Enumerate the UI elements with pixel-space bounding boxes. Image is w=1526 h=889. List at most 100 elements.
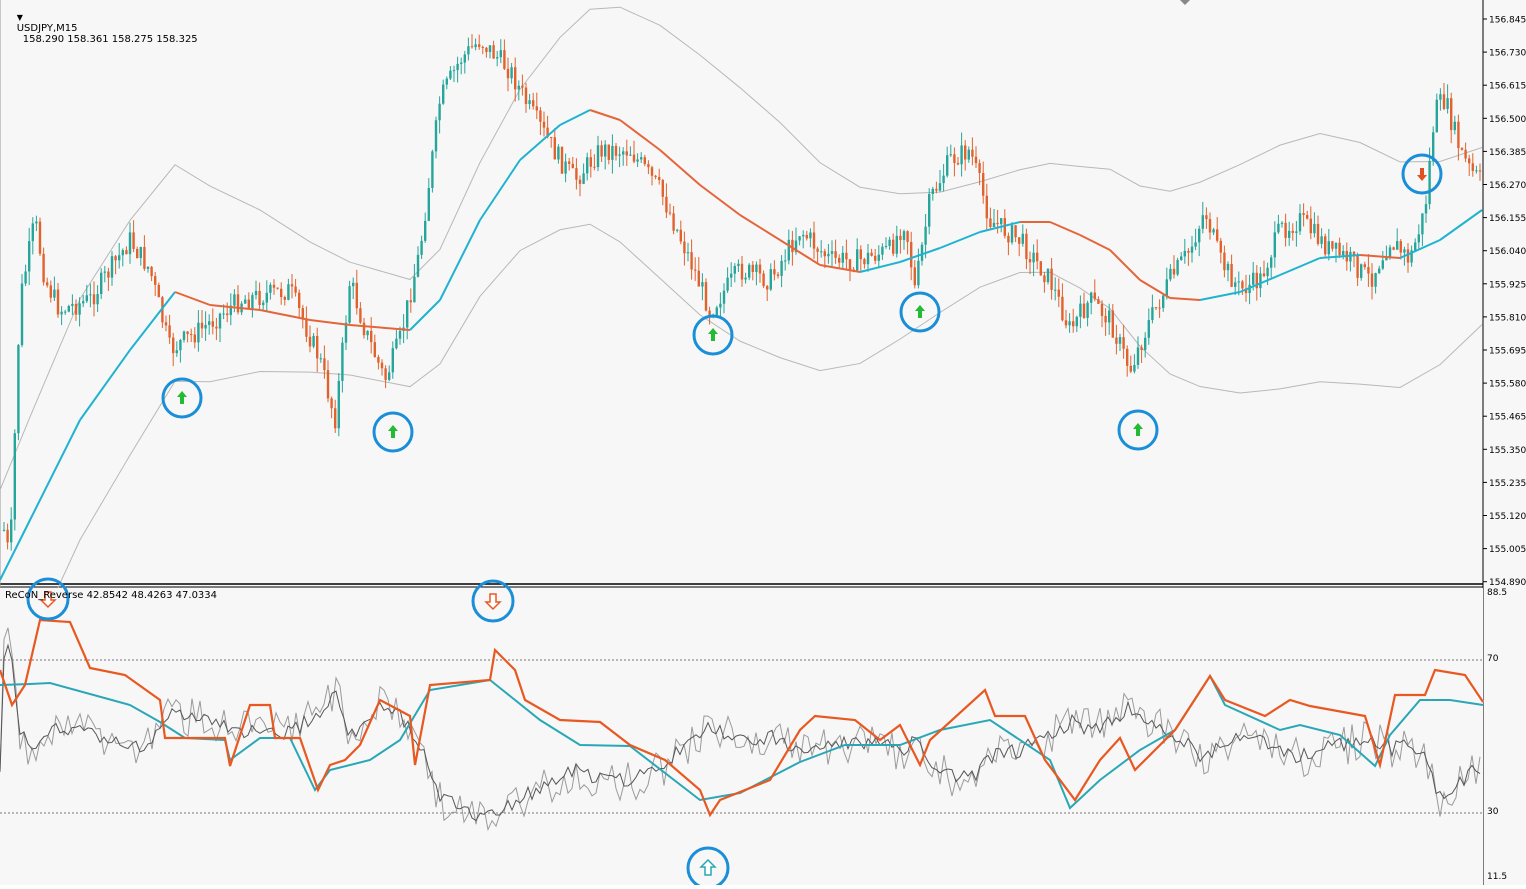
level-tick-label: 30 xyxy=(1487,807,1499,817)
candle-body xyxy=(229,305,232,316)
candle-body xyxy=(514,67,517,90)
candle-body xyxy=(1270,257,1273,268)
candle-body xyxy=(478,44,481,47)
moving-average-line xyxy=(0,109,1483,581)
candle-body xyxy=(1327,241,1330,255)
candle-body xyxy=(726,277,729,291)
candle-body xyxy=(1068,321,1071,326)
candle-body xyxy=(1334,242,1338,249)
candle-body xyxy=(388,372,391,380)
price-tick-label: 155.810 xyxy=(1489,313,1526,323)
candle-body xyxy=(254,290,258,296)
candle-body xyxy=(766,286,769,290)
candle-body xyxy=(1007,235,1010,243)
candle-body xyxy=(1399,241,1402,253)
candle-body xyxy=(460,62,463,64)
candle-body xyxy=(740,263,744,280)
signal-marker[interactable] xyxy=(372,411,414,453)
candle-body xyxy=(125,250,128,255)
candle-body xyxy=(226,313,229,316)
dropdown-triangle-icon[interactable]: ▼ xyxy=(16,13,23,22)
candle-body xyxy=(35,221,38,224)
candle-body xyxy=(1144,337,1147,350)
candle-body xyxy=(956,163,960,165)
candle-body xyxy=(704,282,708,311)
signal-markers xyxy=(161,153,1443,453)
candle-body xyxy=(863,259,866,265)
candle-body xyxy=(722,290,726,304)
ma-segment xyxy=(699,184,741,216)
indicator-panel[interactable] xyxy=(0,588,1483,885)
candle-body xyxy=(434,120,438,152)
signal-marker[interactable] xyxy=(692,314,734,356)
candle-body xyxy=(442,84,445,104)
candle-body xyxy=(1201,215,1204,229)
candle-body xyxy=(794,240,798,253)
candle-body xyxy=(888,239,891,246)
oscillator-signal-marker[interactable] xyxy=(471,579,515,623)
signal-marker[interactable] xyxy=(1401,153,1443,195)
ma-segment xyxy=(259,309,311,321)
candle-body xyxy=(362,322,366,336)
candle-body xyxy=(10,519,13,543)
candle-body xyxy=(247,299,250,309)
candle-body xyxy=(1363,264,1366,268)
candle-body xyxy=(1313,223,1316,234)
candle-body xyxy=(1288,230,1291,238)
candle-body xyxy=(1090,292,1093,303)
candle-body xyxy=(1460,148,1464,150)
candle-body xyxy=(632,154,636,162)
signal-marker[interactable] xyxy=(1117,409,1159,451)
candle-body xyxy=(1162,295,1165,309)
candle-body xyxy=(665,196,668,213)
candle-body xyxy=(1342,251,1345,256)
candle-body xyxy=(1360,264,1363,278)
ma-segment xyxy=(174,291,211,306)
symbol-header: ▼ USDJPY,M15 158.290 158.361 158.275 158… xyxy=(4,1,198,56)
candle-body xyxy=(647,164,650,168)
price-tick-label: 155.005 xyxy=(1489,545,1526,555)
candle-body xyxy=(1158,307,1161,309)
candle-body xyxy=(992,222,996,228)
candle-body xyxy=(622,151,625,155)
candle-body xyxy=(910,242,913,268)
candle-body xyxy=(1378,268,1381,274)
candle-body xyxy=(1223,252,1226,271)
oscillator-signal-marker[interactable] xyxy=(26,577,70,621)
candle-body xyxy=(384,368,387,380)
candle-body xyxy=(312,335,315,347)
candle-body xyxy=(53,289,56,298)
candle-body xyxy=(949,154,952,156)
candle-body xyxy=(539,110,542,122)
signal-marker[interactable] xyxy=(161,377,203,419)
candle-body xyxy=(416,254,420,277)
candle-body xyxy=(467,46,470,55)
candle-body xyxy=(748,264,751,278)
candle-body xyxy=(1205,215,1208,220)
ma-segment xyxy=(1199,291,1241,301)
ma-segment xyxy=(79,349,131,421)
signal-marker[interactable] xyxy=(899,291,941,333)
ma-segment xyxy=(939,231,981,249)
candle-body xyxy=(1406,249,1410,263)
candle-body xyxy=(413,276,416,303)
candle-body xyxy=(1316,223,1320,244)
price-tick-label: 156.040 xyxy=(1489,247,1526,257)
candle-body xyxy=(1097,299,1100,304)
candle-body xyxy=(218,313,222,329)
candle-body xyxy=(920,244,924,261)
candle-body xyxy=(1446,98,1449,109)
up-arrow-icon xyxy=(1133,423,1143,436)
chart-shift-marker-icon[interactable] xyxy=(1180,0,1190,5)
candle-body xyxy=(85,295,88,302)
candle-body xyxy=(694,269,697,271)
candle-body xyxy=(661,180,664,197)
candle-body xyxy=(42,253,45,283)
ma-segment xyxy=(1109,249,1141,281)
candle-body xyxy=(1277,223,1280,233)
candle-body xyxy=(1021,233,1024,244)
candle-body xyxy=(6,529,9,543)
candle-body xyxy=(74,303,78,315)
candle-body xyxy=(391,348,394,373)
